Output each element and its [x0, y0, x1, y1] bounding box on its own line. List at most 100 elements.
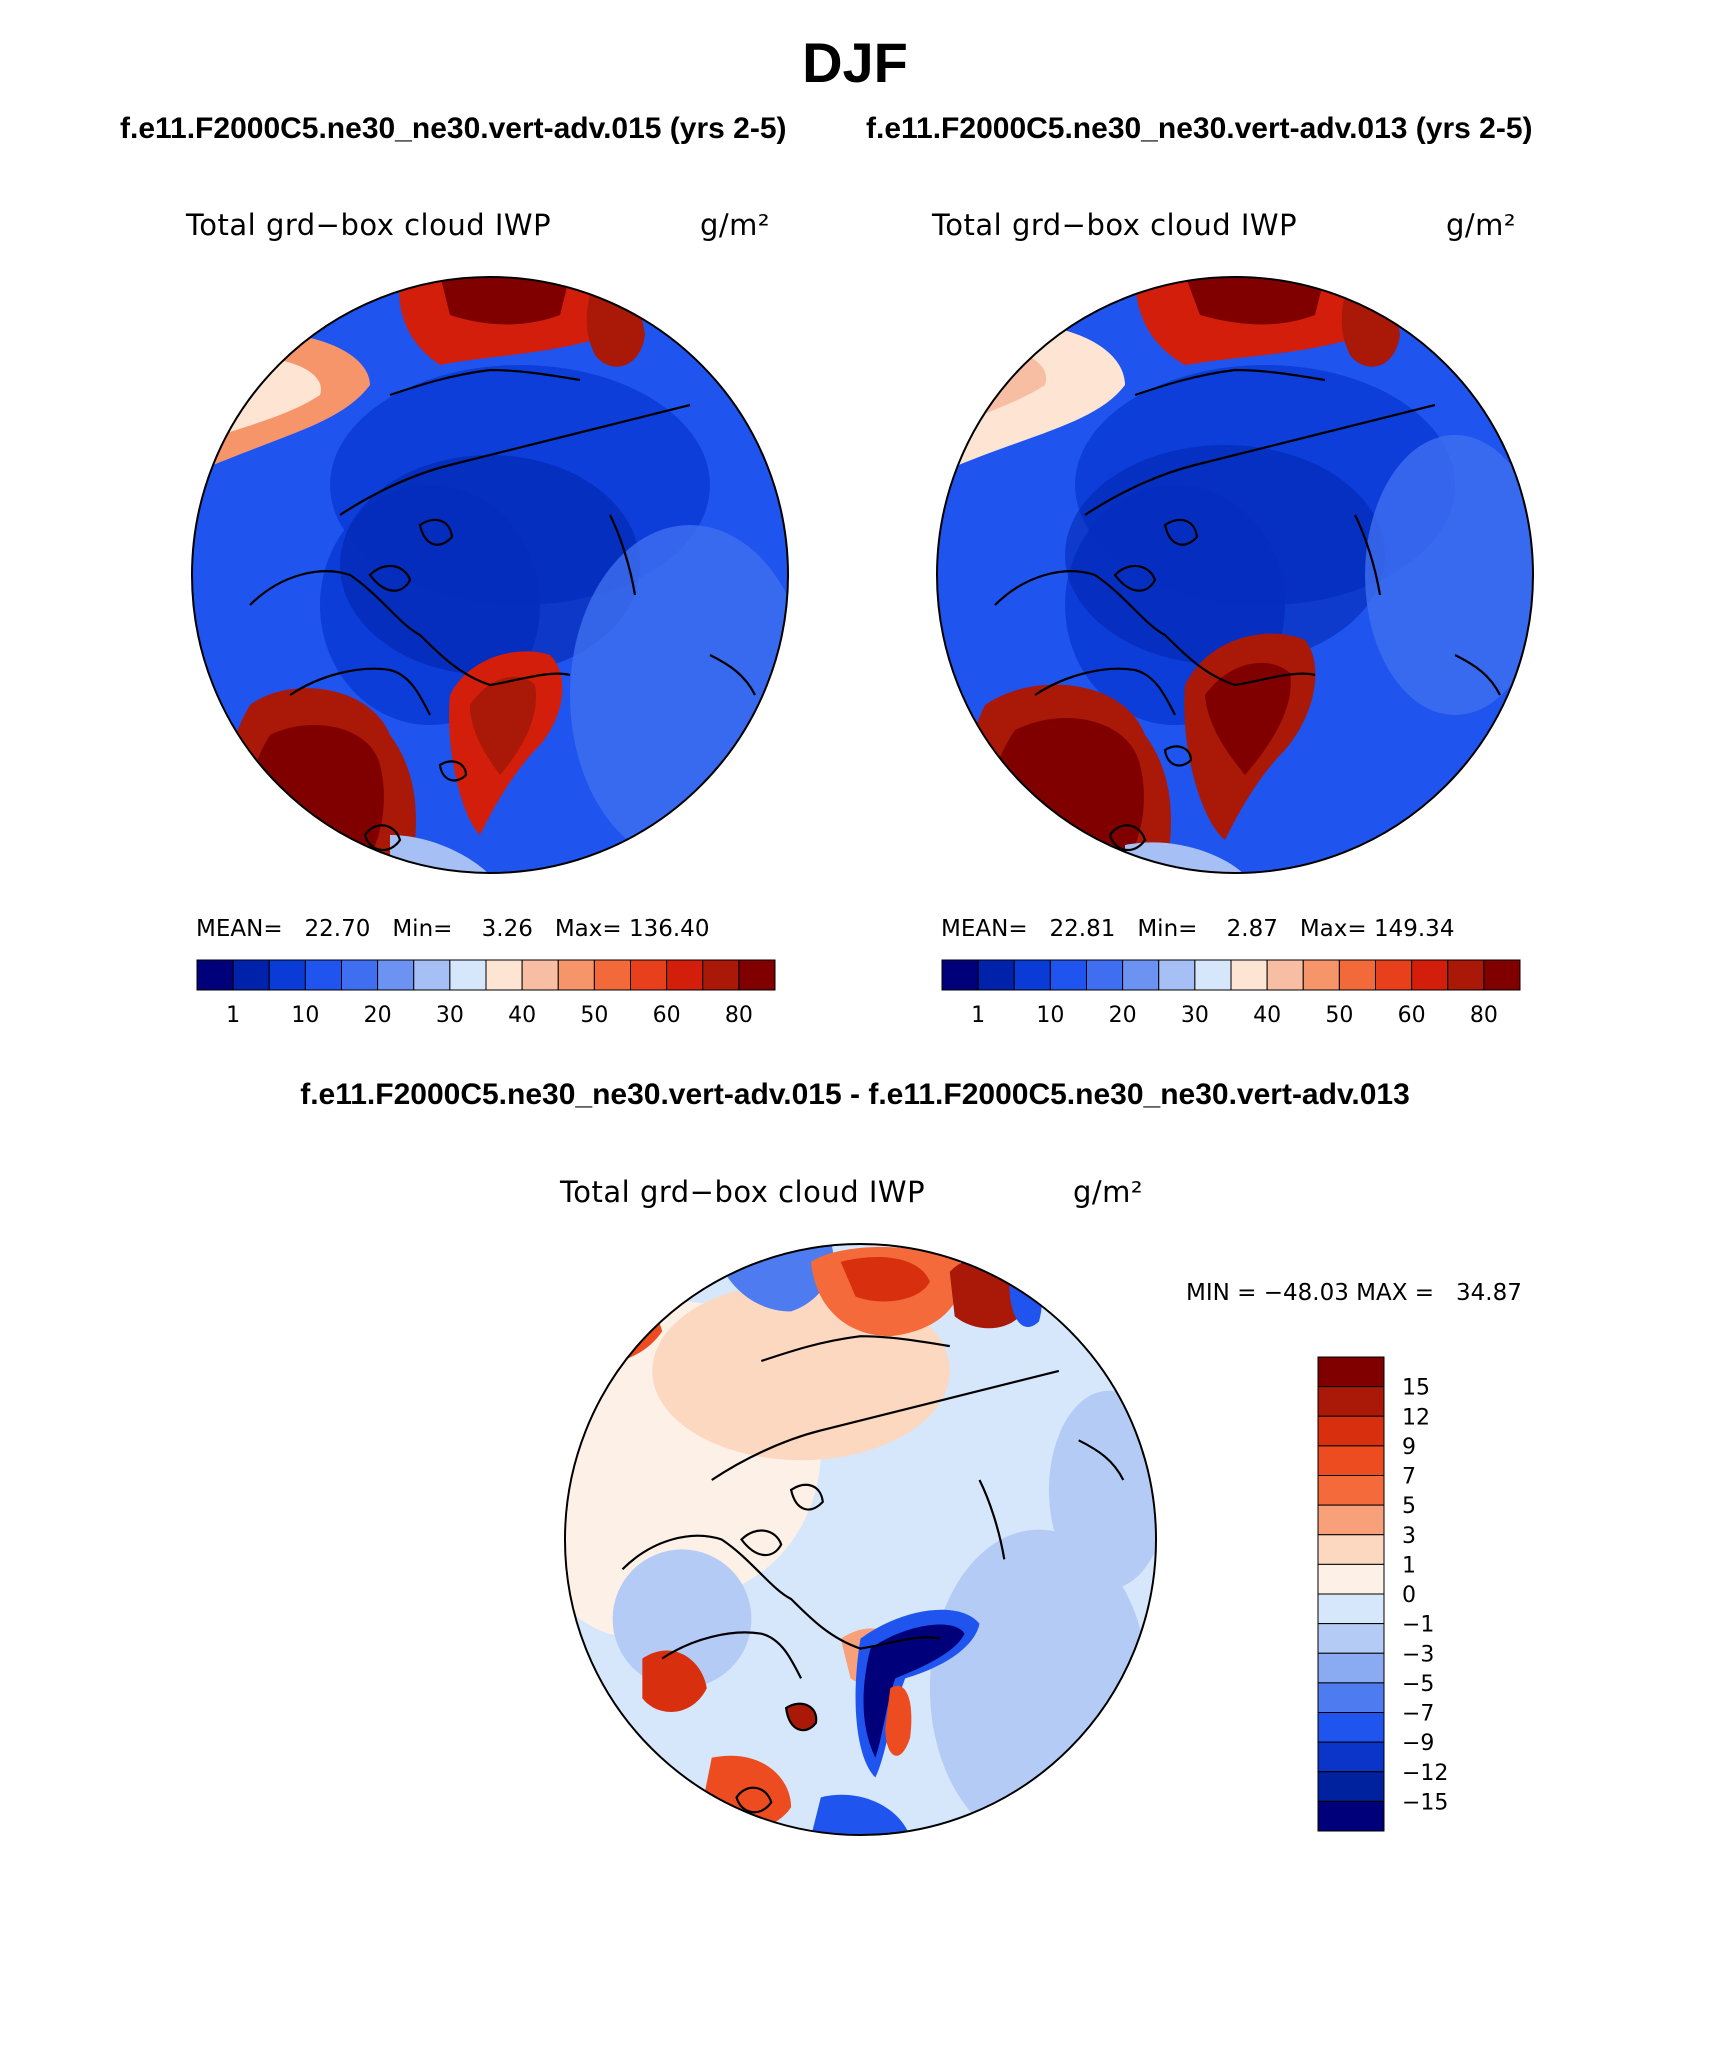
colorbar-swatch — [1483, 959, 1521, 991]
difference-polar-map — [563, 1242, 1158, 1837]
panel-1-case-title: f.e11.F2000C5.ne30_ne30.vert-adv.015 (yr… — [120, 112, 787, 145]
colorbar-tick-label: −12 — [1402, 1761, 1448, 1786]
panel-2-colorbar: 1 10 20 30 40 50 60 80 — [941, 959, 1521, 1028]
colorbar-tick-label: 1 — [1402, 1553, 1416, 1578]
colorbar-swatch — [341, 959, 379, 991]
colorbar-swatch — [1230, 959, 1268, 991]
colorbar-tick-label: 80 — [1470, 1003, 1498, 1028]
colorbar-swatch — [1122, 959, 1160, 991]
colorbar-swatch — [1317, 1356, 1385, 1388]
colorbar-tick-label: 9 — [1402, 1435, 1416, 1460]
colorbar-swatch — [1302, 959, 1340, 991]
panel-2-stats: MEAN= 22.81 Min= 2.87 Max= 149.34 — [941, 916, 1454, 942]
colorbar-swatch — [1317, 1563, 1385, 1595]
panel-1-mean-label: MEAN= — [196, 916, 283, 942]
colorbar-swatch — [1194, 959, 1232, 991]
colorbar-tick-label: 40 — [1253, 1003, 1281, 1028]
colorbar-tick-label: −9 — [1402, 1731, 1434, 1756]
colorbar-swatch — [557, 959, 595, 991]
colorbar-swatch — [977, 959, 1015, 991]
panel-1-min-label: Min= — [392, 916, 453, 942]
panel-2-min-label: Min= — [1137, 916, 1198, 942]
colorbar-tick-label: 3 — [1402, 1524, 1416, 1549]
colorbar-swatch — [1317, 1652, 1385, 1684]
panel-1-units-label: g/m² — [700, 208, 771, 242]
colorbar-swatch — [1317, 1386, 1385, 1417]
colorbar-swatch — [521, 959, 559, 991]
difference-colorbar: 15 12 9 7 5 3 1 0 −1 −3 −5 −7 −9 −12 −15 — [1317, 1356, 1448, 1832]
panel-1-variable-label: Total grd−box cloud IWP — [186, 208, 552, 242]
colorbar-swatch — [232, 959, 270, 991]
colorbar-tick-label: 1 — [971, 1003, 985, 1028]
colorbar-swatch — [1317, 1623, 1385, 1654]
colorbar-tick-label: 10 — [291, 1003, 319, 1028]
colorbar-swatch — [1049, 959, 1087, 991]
difference-variable-label: Total grd−box cloud IWP — [560, 1175, 926, 1209]
colorbar-swatch — [1013, 959, 1051, 991]
panel-2-case-title: f.e11.F2000C5.ne30_ne30.vert-adv.013 (yr… — [866, 112, 1533, 145]
panel-2-mean-label: MEAN= — [941, 916, 1028, 942]
colorbar-swatch — [1317, 1415, 1385, 1447]
colorbar-swatch — [485, 959, 523, 991]
panel-1-colorbar: 1 10 20 30 40 50 60 80 — [196, 959, 776, 1028]
colorbar-swatch — [702, 959, 740, 991]
colorbar-swatch — [304, 959, 342, 991]
colorbar-swatch — [1338, 959, 1376, 991]
colorbar-swatch — [738, 959, 776, 991]
colorbar-swatch — [1317, 1741, 1385, 1773]
difference-units-label: g/m² — [1073, 1175, 1144, 1209]
colorbar-tick-label: −5 — [1402, 1672, 1434, 1697]
colorbar-swatch — [1158, 959, 1196, 991]
panel-2-variable-label: Total grd−box cloud IWP — [932, 208, 1298, 242]
colorbar-tick-label: 30 — [436, 1003, 464, 1028]
panel-1-polar-map — [191, 276, 789, 874]
colorbar-tick-label: 10 — [1036, 1003, 1064, 1028]
colorbar-tick-label: −15 — [1402, 1790, 1448, 1815]
colorbar-swatch — [1266, 959, 1304, 991]
season-title: DJF — [802, 31, 908, 94]
colorbar-tick-label: −7 — [1402, 1702, 1434, 1727]
colorbar-tick-label: 50 — [1325, 1003, 1353, 1028]
panel-1-stats: MEAN= 22.70 Min= 3.26 Max= 136.40 — [196, 916, 709, 942]
difference-minmax: MIN = −48.03 MAX = 34.87 — [1186, 1280, 1522, 1306]
panel-2-mean-value: 22.81 — [1049, 916, 1116, 942]
colorbar-swatch — [1317, 1712, 1385, 1743]
colorbar-swatch — [630, 959, 668, 991]
panel-2-min-value: 2.87 — [1226, 916, 1278, 942]
panel-2-max-label: Max= — [1299, 916, 1367, 942]
colorbar-swatch — [1411, 959, 1449, 991]
colorbar-swatch — [449, 959, 487, 991]
colorbar-swatch — [377, 959, 415, 991]
colorbar-swatch — [941, 959, 979, 991]
colorbar-swatch — [413, 959, 451, 991]
colorbar-tick-label: 80 — [725, 1003, 753, 1028]
colorbar-swatch — [1317, 1593, 1385, 1625]
colorbar-tick-label: 15 — [1402, 1376, 1430, 1401]
panel-1-min-value: 3.26 — [481, 916, 533, 942]
colorbar-swatch — [666, 959, 704, 991]
colorbar-tick-label: 1 — [226, 1003, 240, 1028]
colorbar-tick-label: 0 — [1402, 1583, 1416, 1608]
colorbar-swatch — [1317, 1682, 1385, 1713]
colorbar-swatch — [1317, 1800, 1385, 1832]
colorbar-swatch — [1086, 959, 1124, 991]
panel-2-max-value: 149.34 — [1373, 916, 1455, 942]
colorbar-tick-label: 20 — [364, 1003, 392, 1028]
colorbar-tick-label: −3 — [1402, 1642, 1434, 1667]
colorbar-swatch — [1317, 1445, 1385, 1476]
colorbar-swatch — [1317, 1475, 1385, 1506]
colorbar-tick-label: 60 — [653, 1003, 681, 1028]
panel-1-mean-value: 22.70 — [304, 916, 371, 942]
colorbar-tick-label: 40 — [508, 1003, 536, 1028]
colorbar-tick-label: 20 — [1109, 1003, 1137, 1028]
colorbar-tick-label: −1 — [1402, 1613, 1434, 1638]
colorbar-tick-label: 60 — [1398, 1003, 1426, 1028]
panel-2-units-label: g/m² — [1446, 208, 1517, 242]
panel-1-max-label: Max= — [554, 916, 622, 942]
colorbar-swatch — [1317, 1534, 1385, 1565]
colorbar-swatch — [1317, 1771, 1385, 1802]
difference-title: f.e11.F2000C5.ne30_ne30.vert-adv.015 - f… — [300, 1078, 1410, 1111]
colorbar-swatch — [593, 959, 631, 991]
colorbar-swatch — [1375, 959, 1413, 991]
colorbar-swatch — [1317, 1504, 1385, 1536]
